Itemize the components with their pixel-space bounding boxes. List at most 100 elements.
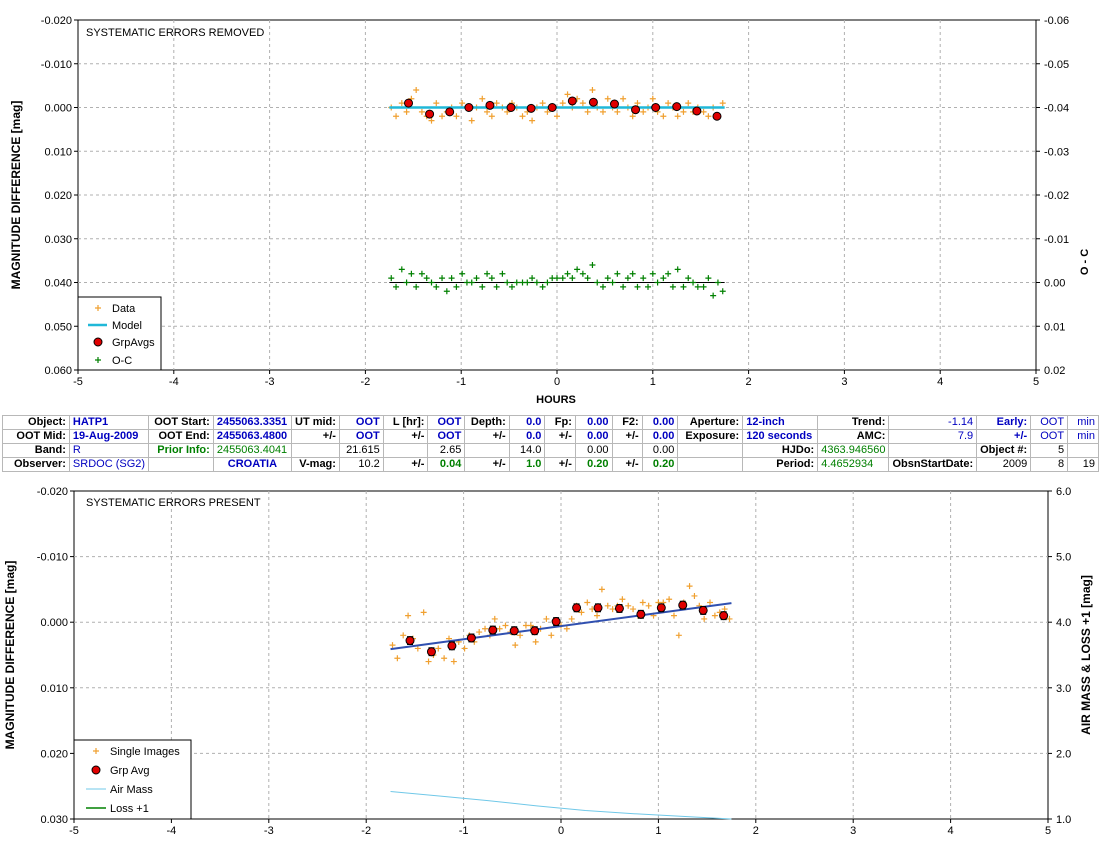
single-image-point — [563, 625, 570, 632]
x-tick-label: 0 — [554, 376, 560, 388]
info-label: +/- — [976, 429, 1032, 444]
data-point — [685, 100, 692, 107]
legend-grpavg-marker — [93, 337, 103, 347]
data-point — [680, 108, 687, 115]
oc-point — [694, 283, 701, 290]
data-point — [674, 113, 681, 120]
info-value: 1.0 — [508, 457, 546, 472]
info-label: +/- — [544, 429, 576, 444]
single-image-point — [482, 625, 489, 632]
y-axis-label: MAGNITUDE DIFFERENCE [mag] — [3, 561, 17, 750]
y-axis-label: MAGNITUDE DIFFERENCE [mag] — [9, 101, 23, 290]
y2-tick-label: 0.02 — [1044, 365, 1065, 377]
group-average-point — [698, 605, 708, 615]
info-label: OOT Start: — [148, 415, 214, 430]
y2-tick-label: -0.02 — [1044, 190, 1069, 202]
x-tick-label: 1 — [650, 376, 656, 388]
legend-oc-marker — [95, 357, 101, 363]
data-point — [620, 95, 627, 102]
info-label: F2: — [611, 415, 643, 430]
y-tick-label: 0.020 — [44, 190, 72, 202]
data-point — [589, 87, 596, 93]
info-label: AMC: — [817, 429, 890, 444]
legend-oc-label: O-C — [112, 355, 132, 367]
oc-point — [418, 270, 425, 277]
y2-tick-label: 2.0 — [1056, 748, 1071, 760]
y-tick-label: 0.000 — [40, 617, 68, 629]
single-image-point — [630, 606, 637, 613]
legend-single-label: Single Images — [110, 746, 180, 758]
y2-tick-label: -0.05 — [1044, 59, 1069, 71]
single-image-point — [435, 645, 442, 652]
group-average-point — [466, 633, 476, 643]
data-point — [629, 113, 636, 120]
series-layer — [389, 583, 733, 820]
axes: -5 -4 -3 -2 -1 0 1 2 3 4 5 -0.020 -0.010 0.000 0.010 0.… — [41, 15, 1069, 388]
single-image-point — [502, 622, 509, 629]
single-image-point — [425, 658, 432, 665]
info-value: 0.00 — [641, 443, 679, 458]
data-point — [660, 113, 667, 120]
legend-loss-label: Loss +1 — [110, 803, 149, 815]
info-value: 0.00 — [641, 429, 679, 444]
single-image-point — [461, 645, 468, 652]
data-point — [665, 100, 672, 107]
x-tick-label: -5 — [69, 825, 79, 837]
info-value: 0.0 — [508, 415, 546, 430]
x-tick-label: -3 — [264, 825, 274, 837]
single-image-point — [645, 602, 652, 609]
info-value: 0.00 — [574, 429, 613, 444]
data-point — [393, 113, 400, 120]
group-average-point — [692, 106, 702, 116]
single-image-point — [496, 625, 503, 632]
oc-point — [413, 283, 420, 290]
y-tick-label: 0.010 — [40, 683, 68, 695]
single-image-point — [568, 615, 575, 622]
info-label: +/- — [382, 457, 429, 472]
y-tick-label: 0.040 — [44, 278, 72, 290]
oc-point — [403, 279, 410, 286]
group-average-point — [614, 603, 624, 613]
data-point — [705, 113, 712, 120]
x-tick-label: 5 — [1033, 376, 1039, 388]
data-point — [519, 113, 526, 120]
oc-point — [533, 279, 540, 286]
single-image-point — [639, 599, 646, 606]
x-tick-label: -4 — [169, 376, 179, 388]
data-point — [529, 117, 536, 124]
oc-point — [660, 275, 667, 282]
oc-point — [579, 270, 586, 277]
oc-point — [624, 275, 631, 282]
single-image-point — [476, 629, 483, 636]
oc-point — [559, 275, 566, 282]
info-value: 2455063.4041 — [212, 443, 293, 458]
legend-box — [77, 296, 162, 371]
air-mass-line — [390, 790, 732, 820]
info-label: Period: — [742, 457, 819, 472]
group-average-point — [593, 603, 603, 613]
single-image-point — [675, 632, 682, 639]
single-image-point — [548, 632, 555, 639]
y-tick-label: 0.030 — [44, 234, 72, 246]
single-image-point — [666, 596, 673, 603]
group-average-point — [506, 103, 516, 112]
group-average-point — [672, 102, 682, 112]
x-tick-label: 3 — [841, 376, 847, 388]
group-average-point — [678, 600, 688, 610]
group-average-point — [464, 103, 474, 112]
info-value: 19-Aug-2009 — [68, 429, 150, 444]
x-axis-label: HOURS — [536, 394, 576, 406]
info-label: +/- — [464, 429, 510, 444]
y-tick-label: 0.010 — [44, 146, 72, 158]
info-value — [544, 443, 576, 458]
single-image-point — [543, 615, 550, 622]
legend-grpavg-label: Grp Avg — [110, 765, 150, 777]
y-tick-label: 0.030 — [40, 814, 68, 826]
info-value: 12-inch — [742, 415, 819, 430]
oc-point — [705, 275, 712, 282]
data-point — [439, 113, 446, 120]
info-value — [291, 443, 340, 458]
oc-point — [388, 275, 395, 282]
oc-point — [584, 275, 591, 282]
info-value: OOT — [427, 429, 466, 444]
